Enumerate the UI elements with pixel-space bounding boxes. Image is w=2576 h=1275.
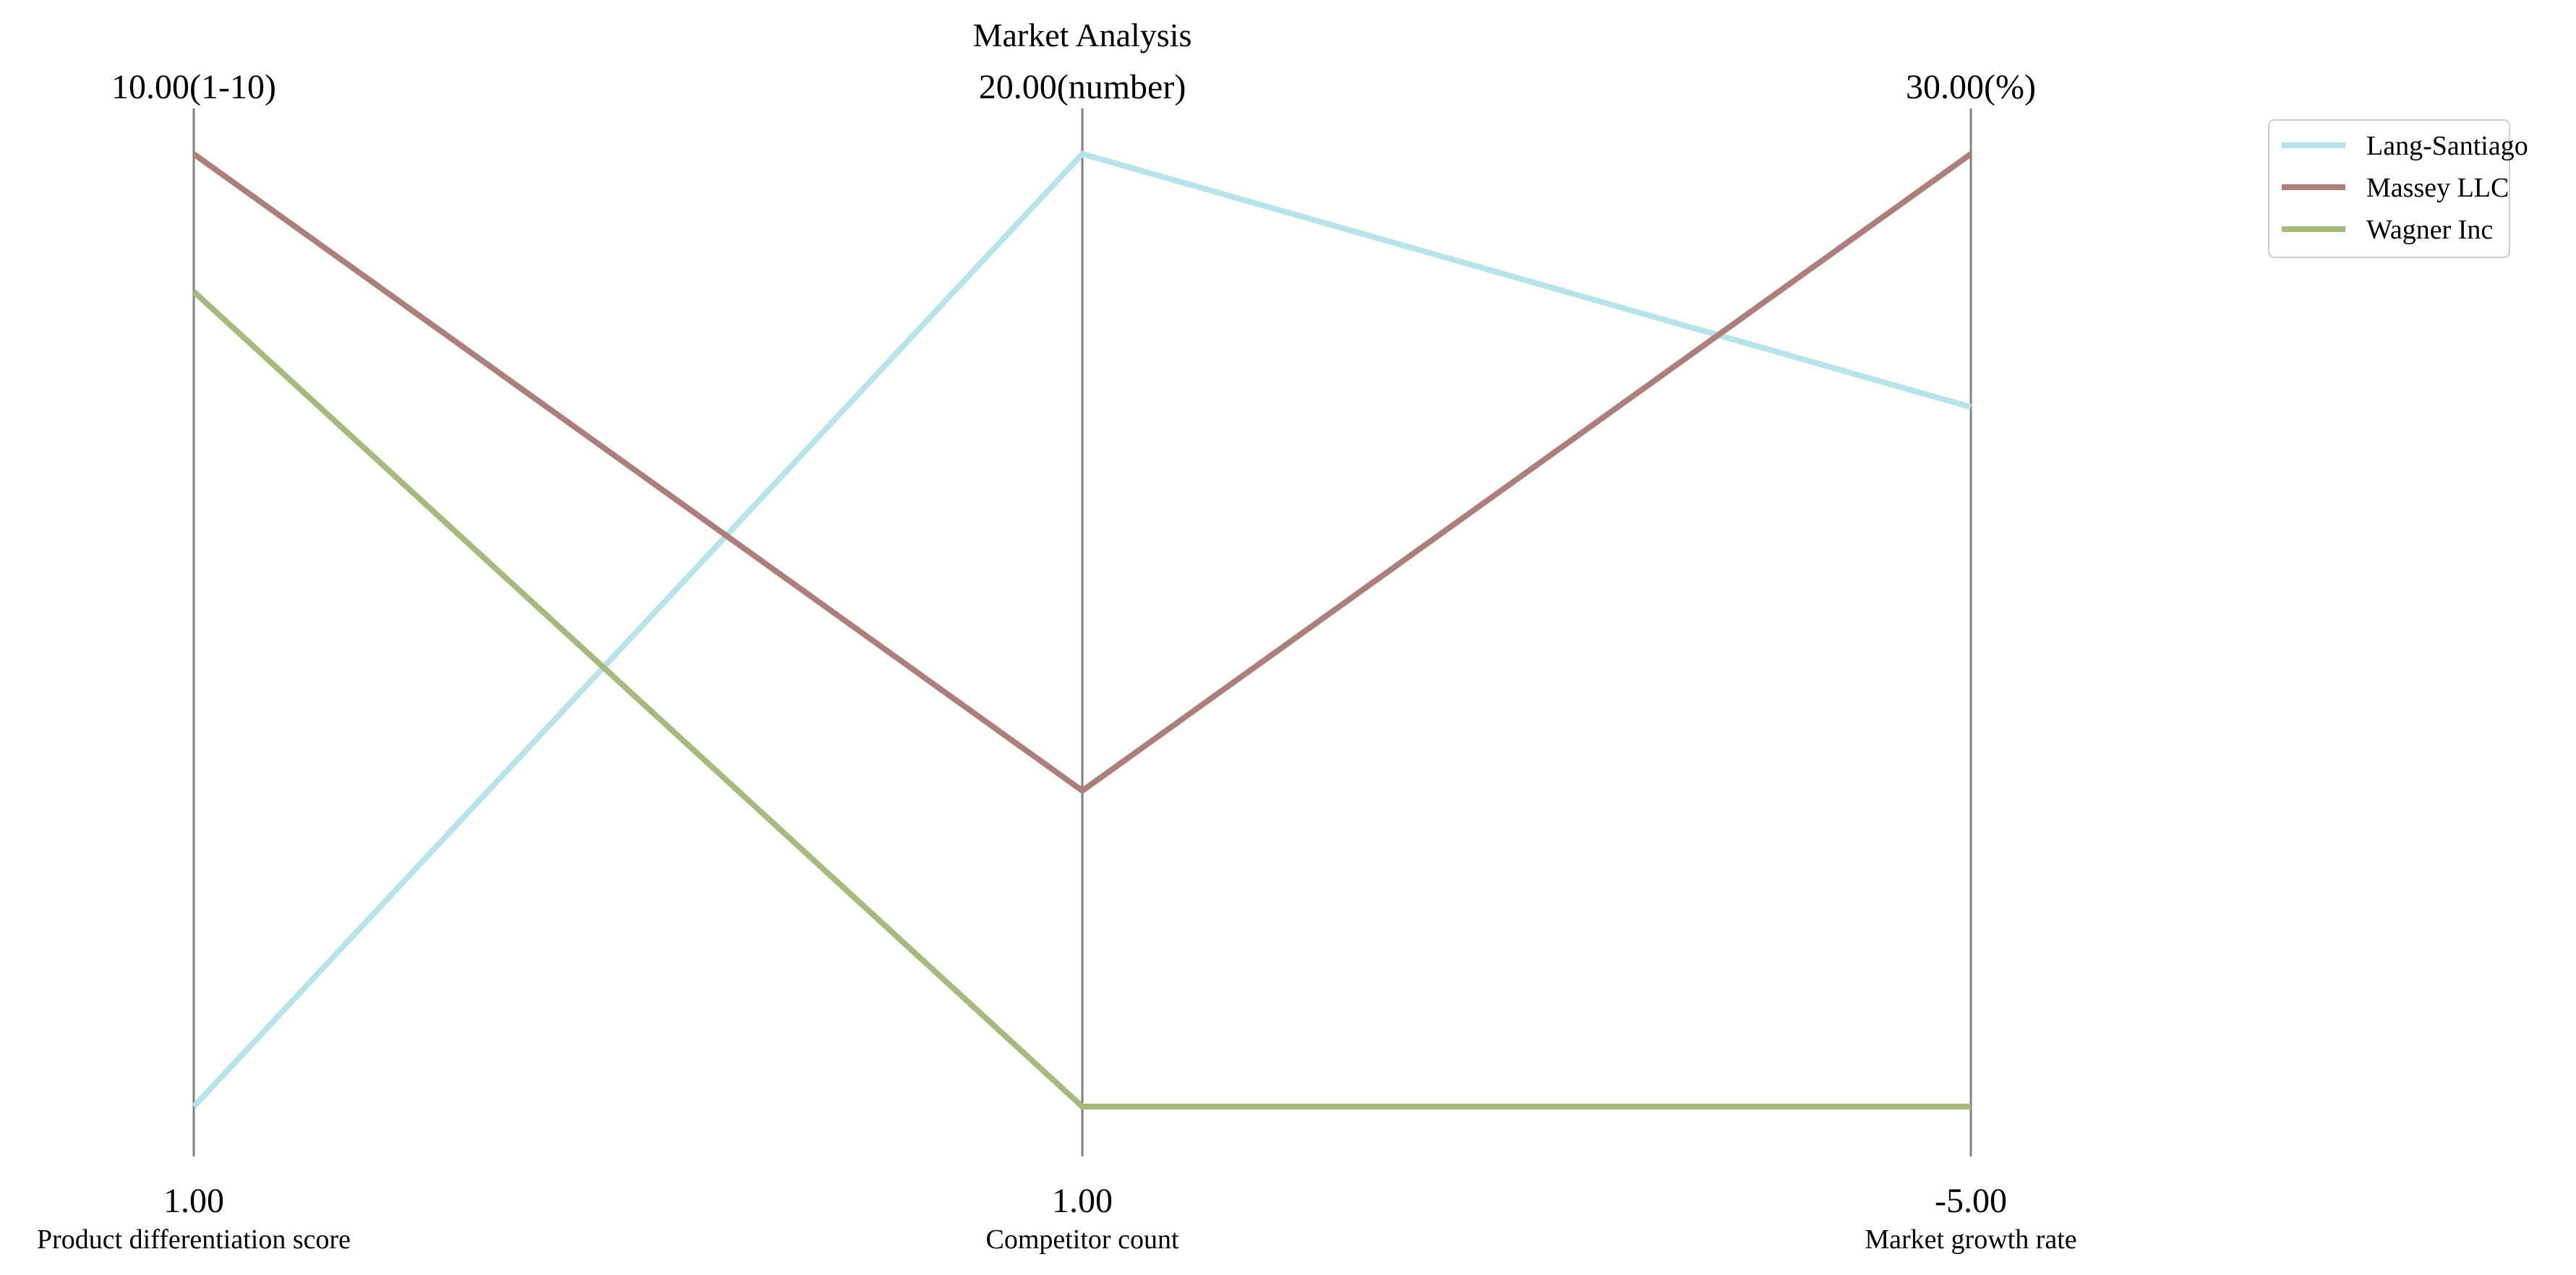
axis-max-label-1: 10.00(1-10) <box>111 68 276 106</box>
axis-min-label-1: 1.00 <box>163 1182 224 1220</box>
legend: Lang-Santiago Massey LLC Wagner Inc <box>2268 119 2528 258</box>
axis-min-label-3: -5.00 <box>1935 1182 2007 1220</box>
axes-layer: 10.00(1-10) 1.00 Product differentiation s… <box>37 68 2077 1255</box>
legend-label-1: Lang-Santiago <box>2366 131 2528 161</box>
axis-name-label-2: Competitor count <box>985 1224 1178 1255</box>
axis-min-label-2: 1.00 <box>1052 1182 1113 1220</box>
legend-label-2: Massey LLC <box>2366 173 2509 203</box>
chart-title: Market Analysis <box>973 17 1192 53</box>
series-lines-layer <box>192 150 1973 1109</box>
series-line-lang-santiago <box>192 150 1972 1109</box>
axis-max-label-3: 30.00(%) <box>1906 68 2036 106</box>
series-line-wagner-inc <box>192 289 1971 1109</box>
legend-label-3: Wagner Inc <box>2366 215 2493 245</box>
legend-frame <box>2268 119 2510 258</box>
axis-max-label-2: 20.00(number) <box>979 68 1186 106</box>
axis-name-label-1: Product differentiation score <box>37 1224 351 1255</box>
series-line-massey-llc <box>192 151 1973 794</box>
legend-items: Lang-Santiago Massey LLC Wagner Inc <box>2282 131 2528 245</box>
axis-name-label-3: Market growth rate <box>1865 1224 2076 1255</box>
